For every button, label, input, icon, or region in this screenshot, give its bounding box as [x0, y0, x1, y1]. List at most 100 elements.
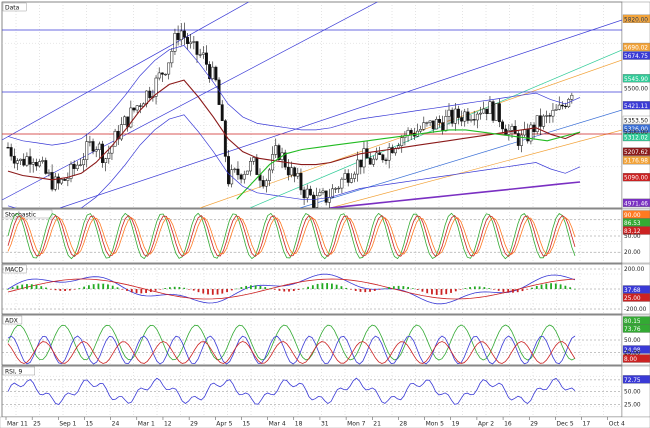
rsi-line [7, 377, 576, 405]
value-tag [622, 132, 650, 142]
macd-histogram-bar [269, 288, 271, 290]
candle-body [457, 108, 460, 118]
rsi-axis-labels: 72.75 50.00 25.00 [622, 375, 650, 408]
candle [22, 153, 26, 167]
x-axis: Mar 11 25 Sep 1 15 24 Mar 1 12 29 Apr 5 15 Mar 4 18… [0, 416, 650, 428]
candle-body [362, 148, 366, 168]
candle-body [264, 180, 268, 187]
macd-histogram-bar [54, 289, 57, 291]
macd-histogram-bar [345, 287, 348, 289]
candle [245, 170, 249, 175]
stochastic-axis-label: 50.00 [624, 234, 641, 240]
candle-body [135, 105, 139, 111]
candle-body [346, 173, 350, 183]
candle [236, 161, 240, 180]
x-tick-label: 29 [190, 421, 198, 428]
macd-histogram-bar [207, 289, 209, 295]
candle-body [526, 129, 530, 142]
candle [167, 62, 171, 80]
macd-histogram-bar [116, 287, 119, 289]
candle [138, 103, 142, 114]
candle-body [387, 147, 391, 161]
macd-histogram-bar [169, 287, 171, 289]
macd-histogram-bar [450, 289, 452, 293]
candle-body [321, 190, 325, 193]
candle-body [290, 167, 293, 176]
candle [38, 159, 41, 168]
value-tag [622, 198, 650, 207]
price-axis-label: 5300.00 [624, 130, 648, 136]
candle-body [400, 137, 404, 146]
macd-histogram-bar [445, 289, 448, 295]
macd-histogram-bar [126, 289, 128, 291]
candle [381, 153, 385, 163]
candle-body [97, 143, 101, 150]
candle-body [434, 119, 438, 130]
x-axis-strip [0, 416, 650, 428]
candle [331, 184, 334, 198]
macd-histogram-bar [254, 285, 257, 289]
candle [475, 111, 479, 129]
candle [104, 157, 108, 172]
candle [239, 173, 243, 184]
macd-histogram-bar [440, 289, 443, 295]
candle-body [205, 52, 208, 65]
value-tag-text: 5820.00 [624, 17, 648, 23]
candle-body [47, 172, 51, 174]
macd-histogram-bar [183, 287, 186, 289]
panel-label-text: Data [5, 5, 20, 12]
macd-red-line [7, 278, 576, 300]
candle [538, 108, 542, 135]
macd-histogram-bar [216, 289, 219, 295]
value-tag-text: 5674.75 [624, 54, 648, 60]
adx-green-line [7, 324, 576, 361]
candle-body [38, 161, 41, 167]
candle [19, 158, 23, 166]
macd-histogram-bar [559, 284, 562, 289]
candle [312, 191, 316, 208]
candle-body [53, 176, 57, 190]
macd-histogram-bar [521, 289, 524, 292]
candle-body [75, 164, 79, 169]
candle [453, 103, 457, 131]
candle [425, 121, 429, 127]
candle-body [431, 120, 435, 130]
value-tag-text: 5545.90 [624, 77, 648, 83]
candle-body [208, 64, 212, 80]
candle-body [305, 188, 309, 199]
candle-body [453, 108, 457, 124]
candle [9, 143, 13, 161]
candle [233, 167, 237, 173]
candle [409, 128, 413, 141]
macd-histogram-bar [512, 289, 514, 293]
candle-body [154, 77, 158, 97]
candle [384, 157, 388, 165]
candle [368, 152, 372, 165]
macd-histogram-bar [412, 288, 414, 289]
x-tick-label: Mon 7 [347, 421, 366, 428]
candle [47, 169, 51, 177]
candle-body [72, 163, 76, 169]
value-tag-text: 5690.02 [624, 46, 648, 52]
value-tag-text: 5353.50 [624, 119, 648, 125]
candle [242, 170, 246, 184]
macd-histogram-bar [121, 289, 124, 290]
rsi-axis-label: 72.75 [624, 378, 641, 384]
candle-body [293, 167, 297, 177]
stoch-red-line [7, 214, 576, 258]
candle-body [384, 159, 388, 161]
candle-body [315, 195, 319, 208]
value-tag [622, 345, 650, 354]
macd-histogram-bar [292, 289, 295, 292]
macd-histogram-bar [483, 287, 486, 289]
candle [85, 133, 89, 168]
candle-body [529, 124, 533, 142]
macd-histogram-bar [302, 288, 305, 290]
value-tag [622, 74, 650, 83]
candle [438, 115, 442, 128]
x-tick-label: 28 [399, 421, 407, 428]
candle-body [164, 73, 167, 76]
candle [542, 114, 545, 130]
candle [53, 172, 57, 192]
candle-body [324, 190, 328, 203]
